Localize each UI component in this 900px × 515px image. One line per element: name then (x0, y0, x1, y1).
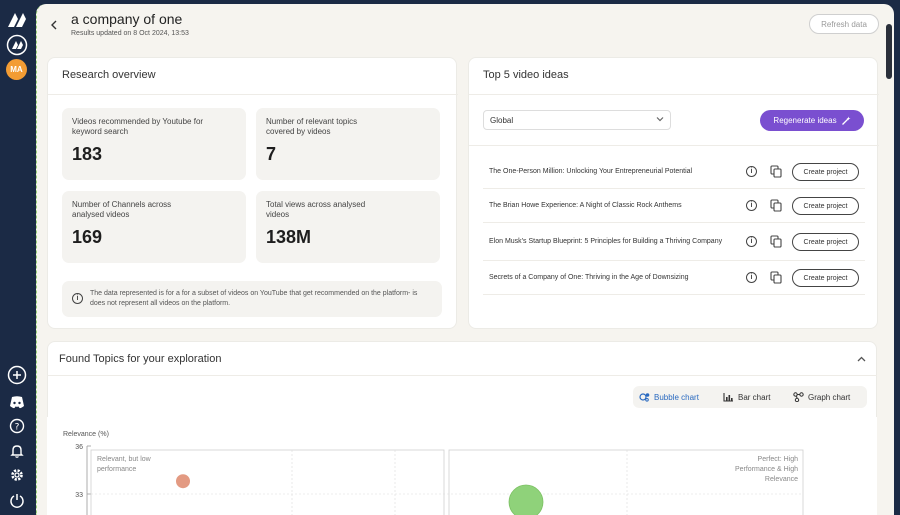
divider (469, 94, 879, 95)
copy-icon[interactable] (770, 271, 782, 284)
results-updated: Results updated on 8 Oct 2024, 13:53 (71, 30, 189, 37)
quadrant-label-line: Perfect: High (758, 456, 799, 463)
bell-icon[interactable] (6, 440, 28, 462)
gear-icon[interactable] (6, 464, 28, 486)
chart-type-tabs: Bubble chart Bar chart Graph chart (633, 386, 867, 408)
info-icon[interactable]: i (746, 166, 757, 177)
bubble-chart-svg: Relevance (%) 36 33 Relevant, but low per… (63, 431, 804, 515)
create-project-button[interactable]: Create project (792, 269, 859, 287)
quadrant-label-line: Performance & High (735, 466, 798, 473)
page-title: a company of one (71, 11, 183, 27)
quadrant-label-line: Relevance (765, 476, 798, 483)
y-tick-label: 33 (75, 492, 83, 499)
quadrant-label-line: performance (97, 466, 136, 473)
brand-badge-icon[interactable] (6, 34, 28, 56)
stat-relevant-topics: Number of relevant topics covered by vid… (256, 108, 440, 180)
quadrant-low-performance (90, 449, 445, 515)
stat-videos-recommended: Videos recommended by Youtube for keywor… (62, 108, 246, 180)
section-title: Found Topics for your exploration (59, 353, 222, 365)
info-icon[interactable]: i (746, 236, 757, 247)
chevron-up-icon (857, 356, 866, 362)
divider (469, 145, 879, 146)
add-icon[interactable] (6, 364, 28, 386)
card-title: Research overview (62, 69, 156, 81)
left-rail: MA ? (0, 0, 34, 515)
power-icon[interactable] (6, 489, 28, 511)
svg-text:?: ? (15, 423, 20, 433)
divider (48, 94, 458, 95)
chevron-down-icon (656, 116, 664, 124)
bubble-chart-icon (639, 393, 650, 402)
tab-bubble-chart[interactable]: Bubble chart (639, 386, 699, 408)
create-project-button[interactable]: Create project (792, 163, 859, 181)
copy-icon[interactable] (770, 199, 782, 212)
data-disclaimer: i The data represented is for a for a su… (62, 281, 442, 317)
card-title: Top 5 video ideas (483, 69, 569, 81)
copy-icon[interactable] (770, 165, 782, 178)
bubble-chart: Relevance (%) 36 33 Relevant, but low per… (47, 417, 877, 515)
magic-wand-icon (841, 116, 851, 125)
bar-chart-icon (723, 393, 733, 402)
region-select[interactable]: Global (483, 110, 671, 130)
create-project-button[interactable]: Create project (792, 197, 859, 215)
video-idea-row: The Brian Howe Experience: A Night of Cl… (483, 189, 865, 223)
quadrant-label-line: Relevant, but low (97, 456, 152, 463)
bubble-point[interactable] (508, 484, 544, 515)
y-tick-label: 36 (75, 444, 83, 451)
info-icon[interactable]: i (746, 272, 757, 283)
video-ideas-card: Top 5 video ideas Global Regenerate idea… (468, 57, 879, 329)
avatar[interactable]: MA (6, 59, 27, 80)
bubble-point[interactable] (176, 474, 190, 489)
divider (47, 375, 877, 376)
tab-graph-chart[interactable]: Graph chart (793, 386, 850, 408)
collapse-button[interactable] (857, 354, 866, 364)
main-window: a company of one Results updated on 8 Oc… (36, 4, 894, 515)
quadrant-high-performance (448, 449, 804, 515)
discord-icon[interactable] (6, 391, 28, 413)
stat-channels: Number of Channels across analysed video… (62, 191, 246, 263)
quadrant-label: Relevant, but low performance (97, 456, 152, 473)
create-project-button[interactable]: Create project (792, 233, 859, 251)
back-button[interactable] (47, 18, 61, 32)
research-overview-card: Research overview Videos recommended by … (47, 57, 458, 329)
quadrant-label: Perfect: High Performance & High Relevance (735, 456, 798, 483)
tab-bar-chart[interactable]: Bar chart (723, 386, 770, 408)
stat-total-views: Total views across analysed videos 138M (256, 191, 440, 263)
chevron-left-icon (51, 20, 57, 30)
regenerate-ideas-button[interactable]: Regenerate ideas (760, 110, 864, 131)
refresh-data-button[interactable]: Refresh data (809, 14, 879, 34)
copy-icon[interactable] (770, 235, 782, 248)
help-icon[interactable]: ? (6, 415, 28, 437)
video-idea-row: The One-Person Million: Unlocking Your E… (483, 155, 865, 189)
video-idea-row: Elon Musk's Startup Blueprint: 5 Princip… (483, 223, 865, 261)
info-icon[interactable]: i (746, 200, 757, 211)
graph-chart-icon (793, 392, 804, 402)
video-idea-row: Secrets of a Company of One: Thriving in… (483, 261, 865, 295)
logo-icon[interactable] (6, 8, 28, 30)
scrollbar[interactable] (886, 24, 892, 79)
info-icon: i (72, 293, 83, 304)
y-axis-label: Relevance (%) (63, 431, 109, 438)
